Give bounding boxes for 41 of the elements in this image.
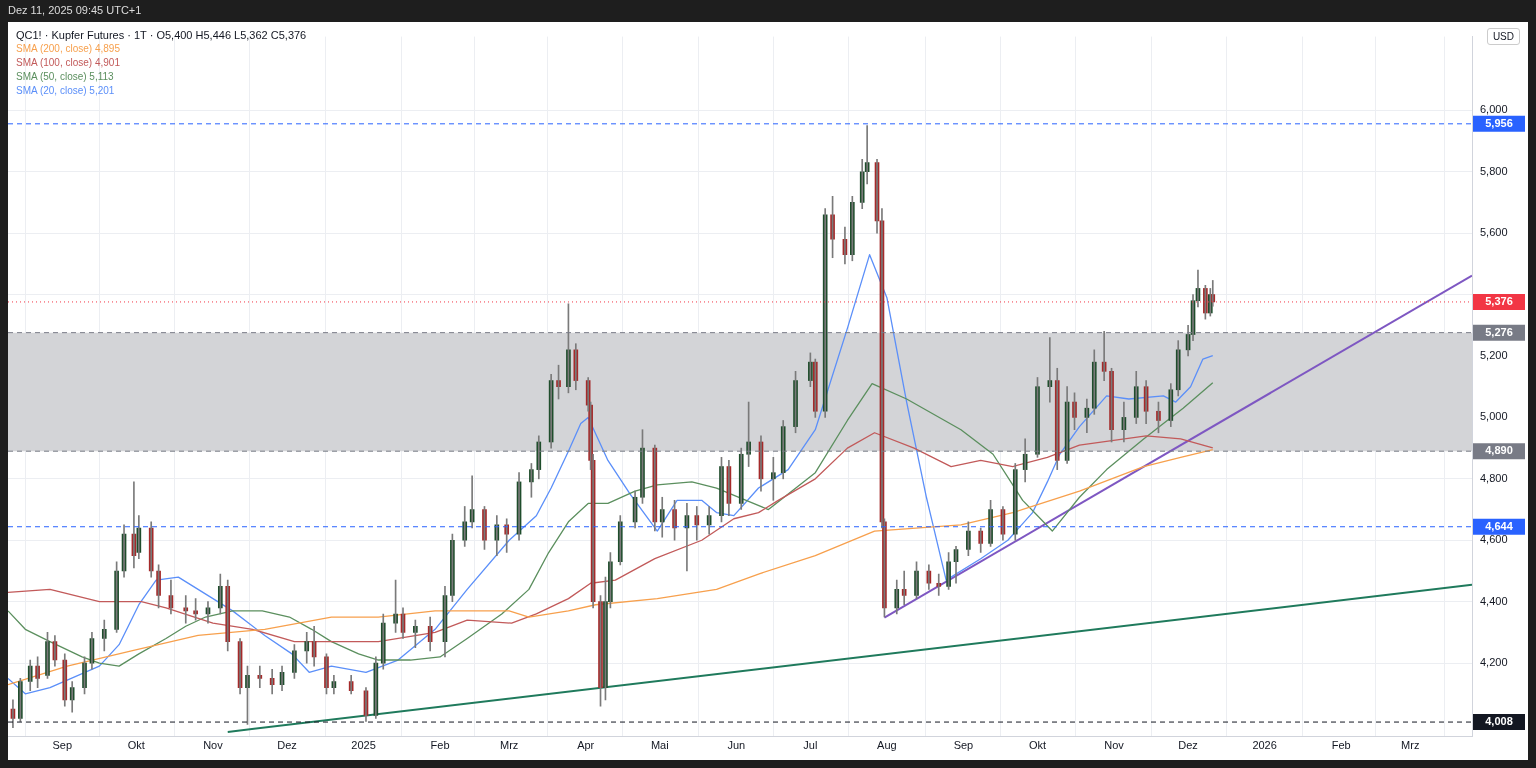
ref-line-label: 5,276 <box>1485 325 1513 338</box>
y-tick-label: 6,000 <box>1480 103 1508 116</box>
x-tick-label: Dez <box>1178 739 1198 752</box>
x-tick-label: Jun <box>727 739 746 752</box>
chart-title: QC1! · Kupfer Futures · 1T · O5,400 H5,446 L5,362 C5,376 <box>16 28 307 42</box>
x-tick-label: Mrz <box>500 739 519 752</box>
ref-line-label: 5,376 <box>1485 294 1513 307</box>
x-tick-label: Mrz <box>1401 739 1420 752</box>
text: SMA (50, close) 5,113 <box>16 70 115 84</box>
y-tick-label: 4,800 <box>1480 471 1508 484</box>
x-tick-label: Aug <box>877 739 897 752</box>
y-tick-label: 5,800 <box>1480 164 1508 177</box>
x-tick-label: Feb <box>430 739 450 752</box>
x-tick-label: Apr <box>577 739 595 752</box>
x-tick-label: Sep <box>52 739 73 752</box>
y-tick-label: 5,200 <box>1480 349 1508 362</box>
y-tick-label: 5,600 <box>1480 226 1508 239</box>
x-tick-label: 2025 <box>351 739 376 752</box>
y-tick-label: 4,600 <box>1480 533 1508 546</box>
x-tick-label: Okt <box>1028 739 1047 752</box>
ref-line-label: 5,956 <box>1485 116 1513 129</box>
x-tick-label: Feb <box>1331 739 1351 752</box>
x-tick-label: Sep <box>953 739 974 752</box>
x-tick-label: Mai <box>650 739 669 752</box>
x-tick-label: Okt <box>127 739 145 752</box>
y-tick-label: 4,200 <box>1480 656 1508 669</box>
y-tick-label: 4,400 <box>1480 594 1508 607</box>
x-tick-label: Nov <box>1104 739 1125 752</box>
text: Dez 11, 2025 09:45 UTC+1 <box>8 4 142 16</box>
text: SMA (200, close) 4,895 <box>16 42 121 56</box>
x-tick-label: Dez <box>277 739 297 752</box>
ref-line-label: 4,008 <box>1485 715 1513 728</box>
x-tick-label: Nov <box>203 739 224 752</box>
x-tick-label: Jul <box>803 739 818 752</box>
text: SMA (100, close) 4,901 <box>16 56 121 70</box>
text: SMA (20, close) 5,201 <box>16 84 116 98</box>
x-tick-label: 2026 <box>1252 739 1277 752</box>
ref-line-label: 4,890 <box>1485 444 1513 457</box>
ref-line-label: 4,644 <box>1485 519 1514 532</box>
y-axis-title: USD <box>1486 28 1520 45</box>
y-tick-label: 5,000 <box>1480 410 1508 423</box>
